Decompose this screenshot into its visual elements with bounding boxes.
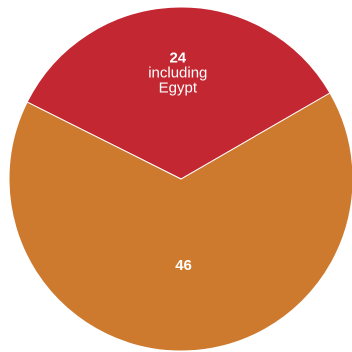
slice-value-label: 46 — [175, 257, 192, 274]
pie-slice-46 — [8, 92, 352, 352]
slice-data-label: 24 including Egypt — [148, 49, 207, 96]
slice-note-label: Egypt — [159, 79, 198, 96]
pie-slice-24 — [26, 6, 331, 180]
pie-slices — [8, 6, 352, 352]
slice-data-label: 46 — [175, 257, 192, 274]
slice-note-label: including — [148, 64, 207, 81]
slice-value-label: 24 — [169, 49, 186, 66]
pie-labels: 24 including Egypt 46 — [148, 49, 207, 274]
